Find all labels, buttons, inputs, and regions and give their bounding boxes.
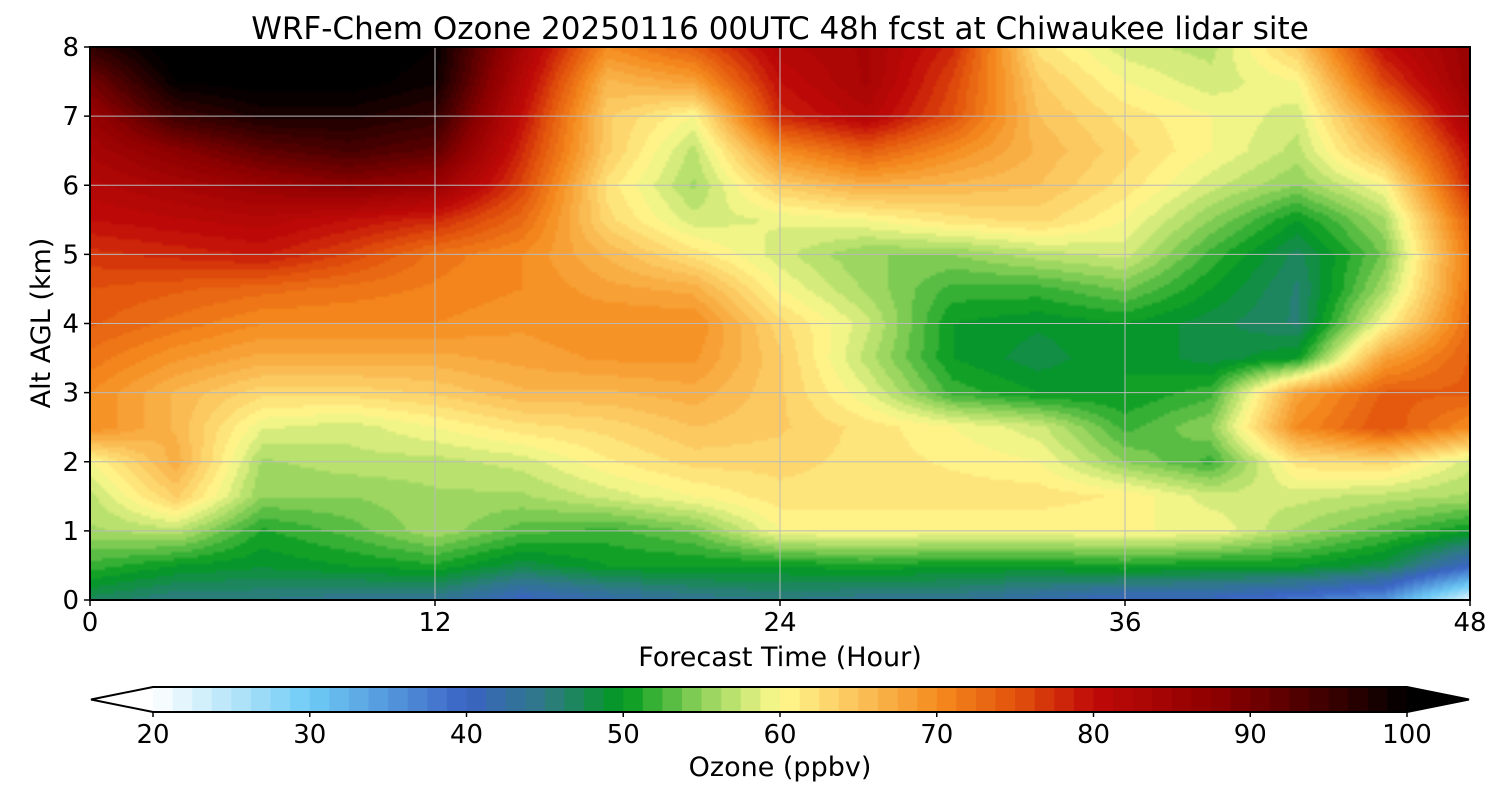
y-tick-label: 0	[62, 586, 79, 616]
colorbar-tick-label: 100	[1382, 720, 1432, 750]
colorbar-segment	[740, 687, 762, 712]
colorbar-segment	[446, 687, 468, 712]
colorbar-segment	[936, 687, 957, 712]
colorbar-segment	[584, 687, 605, 712]
colorbar-segment	[1269, 687, 1291, 712]
colorbar-segment	[1073, 687, 1095, 712]
colorbar-segment	[1211, 687, 1232, 712]
colorbar-segment	[623, 687, 644, 712]
colorbar-segment	[838, 687, 859, 712]
colorbar-segment	[1328, 687, 1349, 712]
colorbar-segment	[858, 687, 879, 712]
colorbar-label: Ozone (ppbv)	[689, 752, 872, 783]
colorbar-segment	[603, 687, 624, 712]
y-axis-label: Alt AGL (km)	[26, 238, 57, 409]
colorbar-segment	[956, 687, 977, 712]
colorbar-segment	[1171, 687, 1193, 712]
colorbar-segment	[368, 687, 389, 712]
colorbar-segment	[427, 687, 448, 712]
colorbar-segment	[1113, 687, 1134, 712]
colorbar-segment	[780, 687, 801, 712]
colorbar-segment	[192, 687, 213, 712]
colorbar-segment	[544, 687, 566, 712]
y-tick-label: 2	[62, 448, 79, 478]
colorbar-segment	[897, 687, 918, 712]
colorbar-segment	[153, 687, 174, 712]
grid-lines	[90, 47, 1470, 600]
colorbar-segment	[662, 687, 683, 712]
colorbar-segment	[407, 687, 428, 712]
colorbar-segment	[211, 687, 232, 712]
colorbar-extend-high	[1407, 687, 1469, 712]
colorbar-segment	[1093, 687, 1114, 712]
colorbar-segment	[975, 687, 997, 712]
colorbar-segment	[1250, 687, 1271, 712]
colorbar-segment	[1309, 687, 1330, 712]
colorbar-tick-label: 80	[1077, 720, 1110, 750]
colorbar-segment	[995, 687, 1016, 712]
colorbar-segment	[1387, 687, 1408, 712]
colorbar-segment	[388, 687, 409, 712]
colorbar-extend-low	[91, 687, 153, 712]
colorbar-segment	[799, 687, 820, 712]
colorbar-segment	[1289, 687, 1310, 712]
colorbar-segment	[466, 687, 487, 712]
colorbar-segment	[701, 687, 722, 712]
colorbar-segment	[1230, 687, 1251, 712]
x-axis-label: Forecast Time (Hour)	[638, 642, 922, 673]
colorbar	[90, 686, 1470, 713]
x-axis: 0 12 24 36 48	[82, 600, 1487, 638]
colorbar-tick-label: 50	[607, 720, 640, 750]
colorbar-segment	[1015, 687, 1036, 712]
colorbar-segment	[525, 687, 546, 712]
colorbar-segment	[290, 687, 311, 712]
x-tick-label: 24	[763, 608, 796, 638]
y-tick-label: 5	[62, 240, 79, 270]
x-tick-label: 36	[1108, 608, 1141, 638]
y-tick-label: 1	[62, 517, 79, 547]
colorbar-segment	[877, 687, 899, 712]
colorbar-segment	[564, 687, 585, 712]
colorbar-tick-label: 60	[763, 720, 796, 750]
colorbar-tick-label: 30	[293, 720, 326, 750]
colorbar-segment	[348, 687, 370, 712]
y-tick-label: 4	[62, 310, 79, 340]
colorbar-segment	[760, 687, 781, 712]
colorbar-tick-label: 20	[136, 720, 169, 750]
colorbar-segment	[309, 687, 330, 712]
y-tick-label: 3	[62, 379, 79, 409]
chart-title: WRF-Chem Ozone 20250116 00UTC 48h fcst a…	[251, 11, 1309, 47]
colorbar-segment	[682, 687, 703, 712]
colorbar-segment	[1132, 687, 1153, 712]
colorbar-segment	[917, 687, 938, 712]
colorbar-segment	[721, 687, 742, 712]
colorbar-tick-label: 40	[450, 720, 483, 750]
y-axis: 0 1 2 3 4 5 6 7 8	[62, 33, 90, 616]
colorbar-segment	[486, 687, 507, 712]
x-tick-label: 12	[418, 608, 451, 638]
colorbar-segment	[1367, 687, 1389, 712]
colorbar-segment	[270, 687, 291, 712]
colorbar-segment	[1152, 687, 1173, 712]
y-tick-label: 8	[62, 33, 79, 63]
colorbar-segment	[819, 687, 840, 712]
x-tick-label: 48	[1453, 608, 1486, 638]
colorbar-segment	[1191, 687, 1212, 712]
colorbar-tick-label: 70	[920, 720, 953, 750]
y-tick-label: 7	[62, 102, 79, 132]
colorbar-segment	[505, 687, 526, 712]
colorbar-segment	[1348, 687, 1369, 712]
colorbar-ticks: 20 30 40 50 60 70 80 90 100	[136, 712, 1432, 750]
x-tick-label: 0	[82, 608, 99, 638]
colorbar-segment	[1054, 687, 1075, 712]
colorbar-segment	[642, 687, 664, 712]
colorbar-segment	[250, 687, 272, 712]
colorbar-segment	[231, 687, 252, 712]
colorbar-tick-label: 90	[1234, 720, 1267, 750]
colorbar-segment	[1034, 687, 1055, 712]
y-tick-label: 6	[62, 171, 79, 201]
colorbar-segment	[172, 687, 193, 712]
colorbar-segment	[329, 687, 350, 712]
